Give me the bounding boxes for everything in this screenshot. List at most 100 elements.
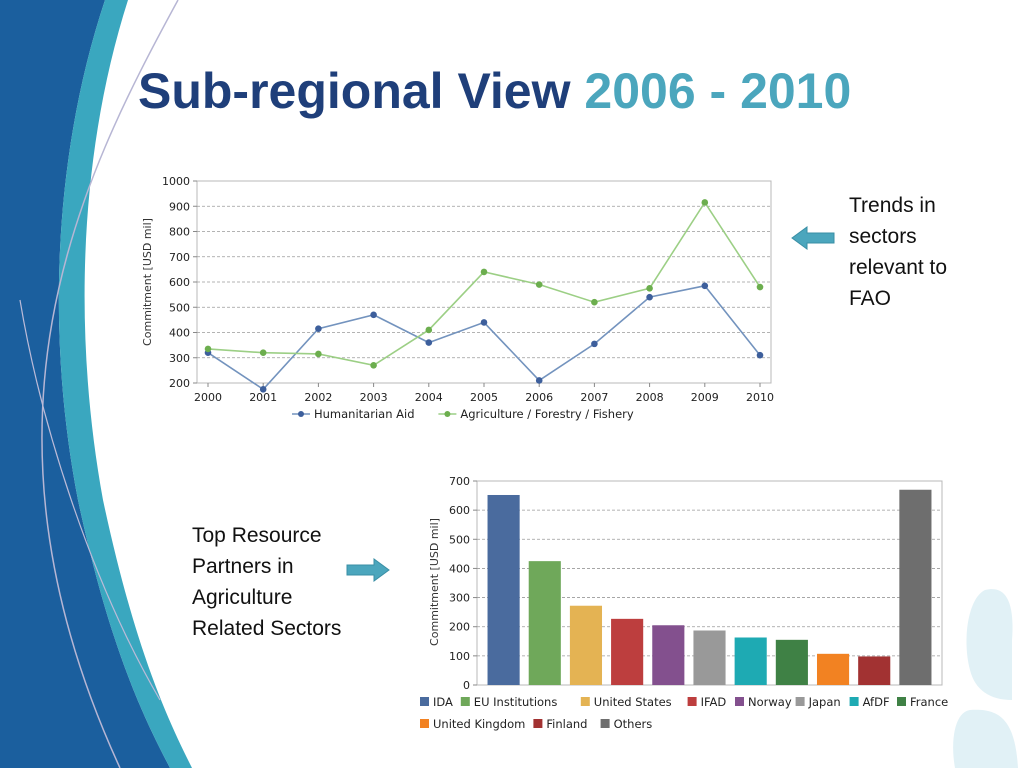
bar-chart-y-tick-label: 500 — [449, 533, 470, 546]
legend-marker — [298, 411, 304, 417]
bar-chart-y-tick-label: 200 — [449, 621, 470, 634]
line-chart-x-tick-label: 2007 — [580, 391, 608, 404]
line-point — [315, 325, 322, 333]
line-point — [756, 351, 764, 359]
line-chart-y-axis-label: Commitment [USD mil] — [141, 218, 154, 346]
line-chart-x-tick-label: 2002 — [304, 391, 332, 404]
line-chart-y-tick-label: 400 — [169, 327, 190, 340]
bar-chart-y-axis-label: Commitment [USD mil] — [428, 518, 441, 646]
line-point — [370, 311, 377, 319]
line-chart-y-tick-label: 1000 — [162, 175, 190, 188]
line-point — [259, 386, 267, 393]
legend-label: EU Institutions — [474, 695, 558, 709]
line-chart-y-tick-label: 200 — [169, 377, 190, 390]
line-chart-x-tick-label: 2001 — [249, 391, 277, 404]
line-chart-y-tick-label: 800 — [169, 226, 190, 239]
partners-note-line: Related Sectors — [192, 617, 342, 640]
page-title: Sub-regional View 2006 - 2010 — [138, 62, 851, 120]
legend-label: Others — [614, 717, 653, 731]
partners-note: Top Resource Partners in Agriculture Rel… — [192, 520, 341, 644]
line-point — [591, 298, 598, 306]
trends-note-line: sectors — [849, 225, 917, 248]
legend-label: Humanitarian Aid — [314, 407, 415, 421]
legend-label: France — [910, 695, 948, 709]
legend-swatch — [735, 697, 744, 706]
right-arrow-icon — [346, 558, 390, 582]
line-point — [480, 268, 488, 276]
legend-label: IFAD — [701, 695, 727, 709]
bar — [734, 637, 767, 685]
bar — [487, 494, 520, 685]
line-point — [425, 339, 433, 346]
line-chart-y-tick-label: 700 — [169, 251, 190, 264]
line-chart-x-tick-label: 2008 — [636, 391, 664, 404]
bar-chart-y-tick-label: 100 — [449, 650, 470, 663]
partners-note-line: Partners in — [192, 555, 294, 578]
bar-chart-y-tick-label: 700 — [449, 475, 470, 488]
partners-note-line: Top Resource — [192, 524, 322, 547]
line-chart-legend: Humanitarian Aid Agriculture / Forestry /… — [292, 407, 634, 421]
legend-swatch — [460, 697, 470, 706]
legend-swatch — [600, 719, 610, 728]
line-point — [701, 282, 709, 290]
trends-note: Trends in sectors relevant to FAO — [849, 190, 947, 314]
legend-label: United Kingdom — [433, 717, 525, 731]
bar — [569, 605, 603, 685]
legend-swatch — [795, 697, 805, 706]
legend-swatch — [687, 697, 697, 706]
line-point — [756, 283, 764, 291]
line-point — [315, 350, 322, 358]
legend-label: Norway — [748, 695, 792, 709]
legend-label: United States — [594, 695, 672, 709]
line-point — [591, 340, 598, 348]
bar — [652, 625, 685, 685]
line-chart-y-tick-label: 600 — [169, 276, 190, 289]
bar — [528, 561, 561, 685]
legend-swatch — [533, 719, 543, 728]
line-chart-x-tick-label: 2009 — [691, 391, 719, 404]
line-point — [701, 199, 709, 206]
trends-note-line: Trends in — [849, 194, 936, 217]
line-chart-y-tick-label: 900 — [169, 200, 190, 213]
line-chart-y-tick-label: 500 — [169, 301, 190, 314]
line-chart-x-tick-label: 2010 — [746, 391, 774, 404]
line-chart-y-tick-label: 300 — [169, 352, 190, 365]
trends-note-line: relevant to — [849, 256, 948, 279]
bar-chart-legend: IDA EU Institutions United States IFAD Norwa… — [420, 695, 948, 731]
line-chart-x-tick-label: 2004 — [415, 391, 443, 404]
title-years: 2006 - 2010 — [584, 63, 852, 119]
legend-label: Finland — [546, 717, 587, 731]
legend-label: AfDF — [863, 695, 890, 709]
legend-swatch — [897, 697, 906, 706]
line-point — [480, 319, 488, 326]
title-main: Sub-regional View — [138, 63, 571, 119]
line-chart-x-tick-label: 2006 — [525, 391, 553, 404]
left-arrow-icon — [791, 226, 835, 250]
bar — [611, 618, 644, 685]
bar — [858, 656, 891, 685]
bar — [693, 630, 726, 685]
bar — [816, 653, 850, 685]
bar-chart-y-tick-label: 300 — [449, 592, 470, 605]
legend-marker — [444, 411, 451, 417]
legend-swatch — [420, 697, 429, 706]
bar-chart-y-tick-label: 400 — [449, 562, 470, 575]
partners-note-line: Agriculture — [192, 586, 293, 609]
legend-label: Agriculture / Forestry / Fishery — [460, 407, 633, 421]
line-point — [535, 281, 543, 288]
line-point — [535, 377, 543, 384]
legend-swatch — [580, 697, 590, 706]
line-chart-x-tick-label: 2005 — [470, 391, 498, 404]
bar — [775, 639, 808, 685]
line-point — [370, 362, 377, 369]
bar-chart-y-tick-label: 600 — [449, 504, 470, 517]
bar-chart-y-tick-label: 0 — [463, 679, 470, 692]
legend-label: Japan — [808, 695, 841, 709]
bar-chart: 0 100 200 300 400 500 600 700 Commitment [USD m… — [420, 475, 948, 731]
legend-swatch — [849, 697, 859, 706]
legend-swatch — [420, 719, 429, 728]
line-point — [646, 293, 653, 301]
line-point — [646, 285, 653, 292]
line-point — [425, 326, 433, 334]
